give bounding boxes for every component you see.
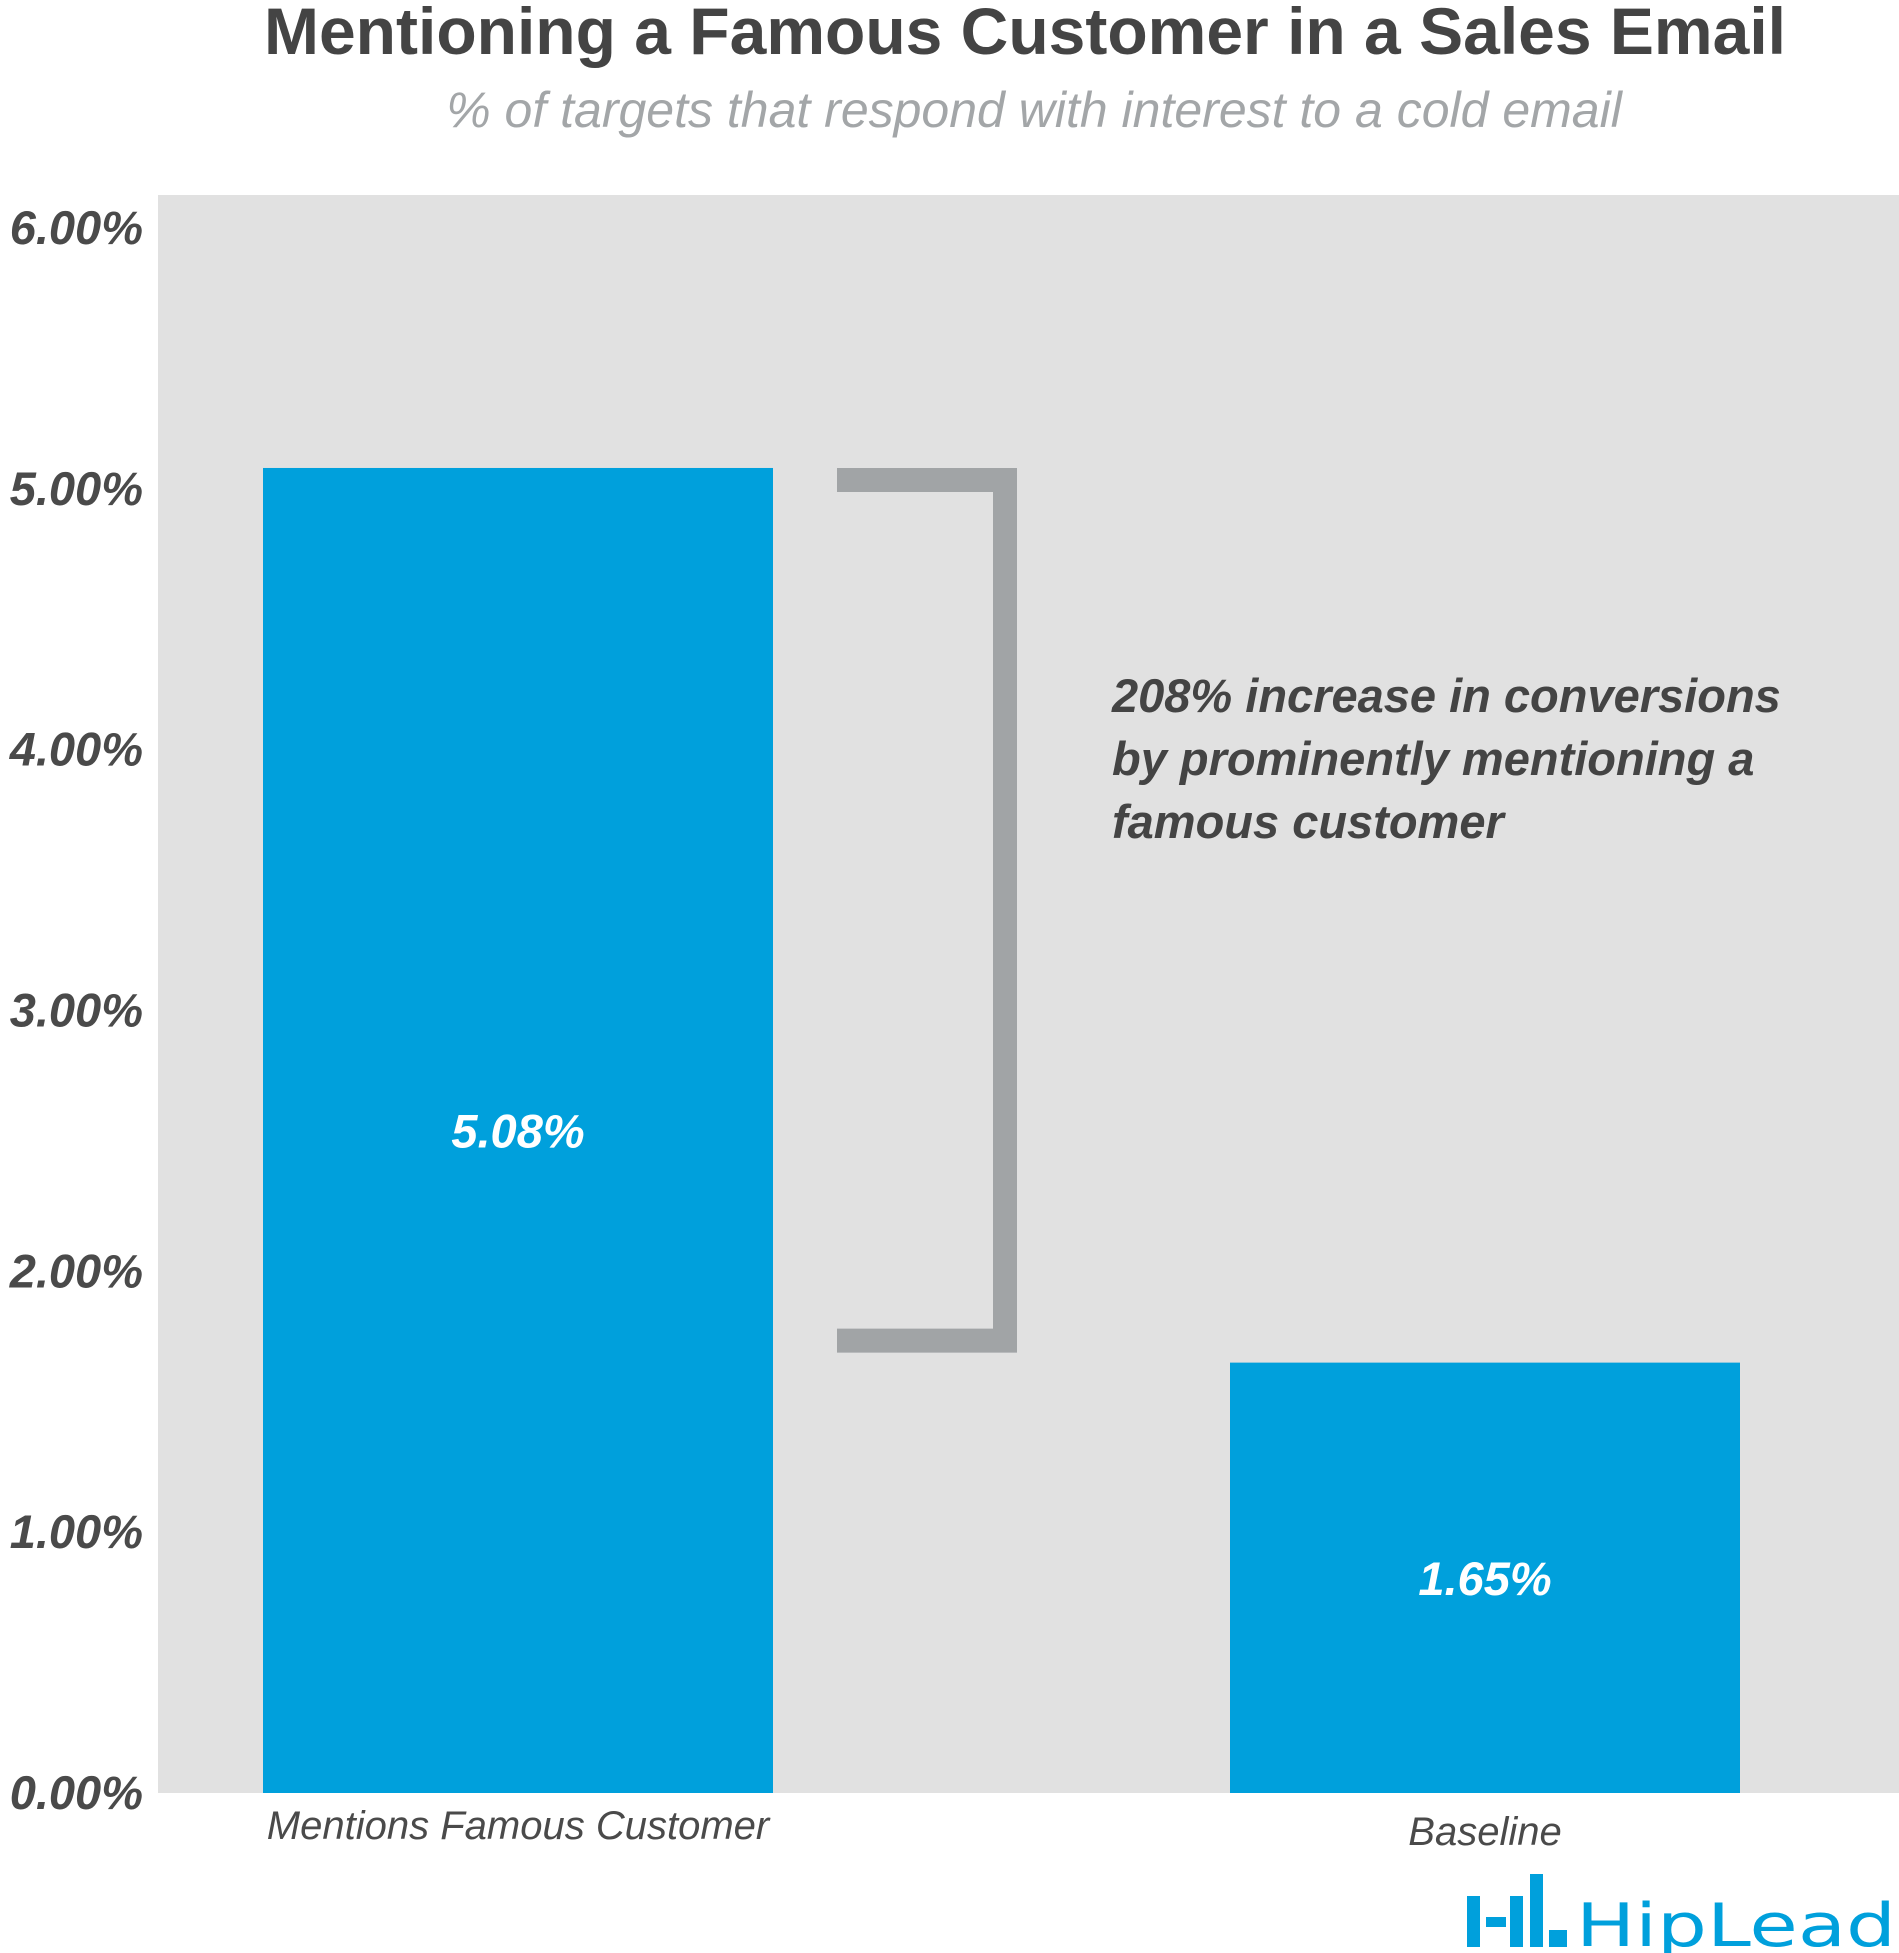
y-tick-label: 4.00% — [9, 723, 143, 776]
comparison-bracket — [837, 467, 1017, 1353]
chart-subtitle: % of targets that respond with interest … — [446, 82, 1624, 138]
annotation-line: famous customer — [1112, 795, 1506, 848]
annotation-line: by prominently mentioning a — [1112, 732, 1754, 785]
annotation-line: 208% increase in conversions — [1111, 669, 1781, 722]
annotation: 208% increase in conversions by prominent… — [837, 467, 1781, 1353]
y-tick-label: 0.00% — [10, 1766, 143, 1819]
bars: 5.08% Mentions Famous Customer 1.65% Baseli… — [263, 467, 1740, 1854]
y-tick-label: 6.00% — [10, 201, 143, 254]
y-tick-label: 5.00% — [10, 462, 143, 515]
chart-title: Mentioning a Famous Customer in a Sales … — [264, 0, 1786, 68]
bar-value-label: 1.65% — [1418, 1552, 1551, 1605]
bar — [263, 467, 773, 1793]
annotation-text: 208% increase in conversions by prominent… — [1111, 669, 1781, 848]
y-tick-label: 2.00% — [9, 1244, 143, 1297]
hiplead-bars-icon — [1467, 1874, 1567, 1947]
logo-wordmark: HipLead — [1576, 1891, 1896, 1953]
y-tick-label: 3.00% — [10, 984, 143, 1037]
y-tick-label: 1.00% — [10, 1505, 143, 1558]
y-axis: 0.00% 1.00% 2.00% 3.00% 4.00% 5.00% 6.00% — [9, 201, 143, 1819]
bar-value-label: 5.08% — [451, 1104, 584, 1157]
hiplead-logo: HipLead — [1467, 1874, 1896, 1953]
bar — [1230, 1362, 1740, 1793]
x-tick-label: Mentions Famous Customer — [267, 1804, 771, 1848]
x-tick-label: Baseline — [1408, 1810, 1561, 1854]
